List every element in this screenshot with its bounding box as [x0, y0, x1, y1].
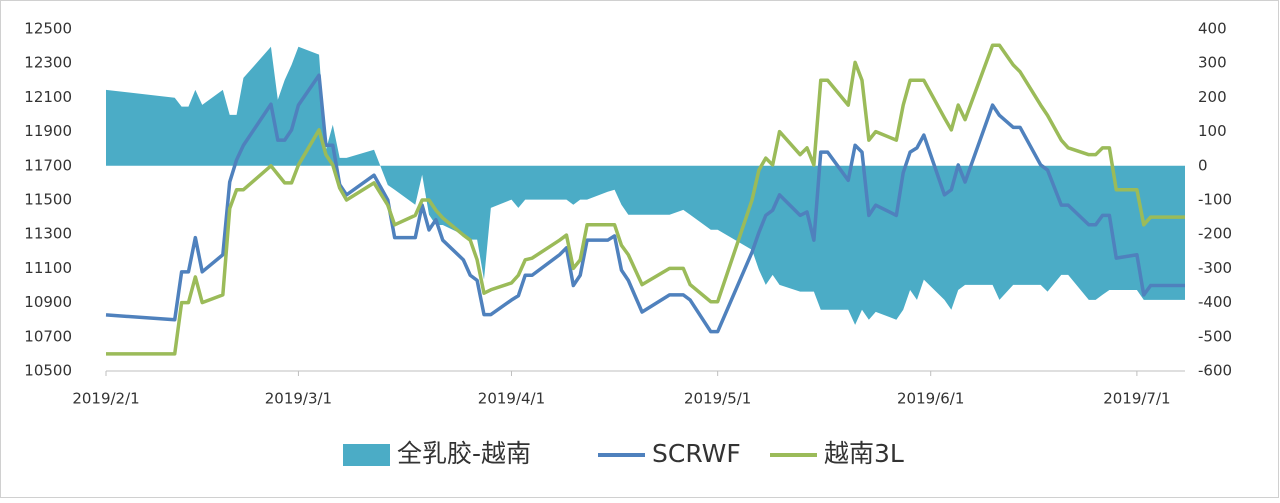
y-tick-label: 12300 [24, 54, 72, 72]
y2-tick-label: 100 [1198, 122, 1227, 140]
legend-label: 越南3L [824, 439, 904, 468]
y2-tick-label: -300 [1198, 259, 1232, 277]
y2-tick-label: 300 [1198, 54, 1227, 72]
y2-tick-label: 0 [1198, 156, 1208, 174]
y2-tick-label: -100 [1198, 191, 1232, 209]
x-tick-label: 2019/6/1 [897, 390, 964, 408]
y2-tick-label: 400 [1198, 20, 1227, 38]
area [106, 46, 1185, 325]
y2-tick-label: -200 [1198, 225, 1232, 243]
y-tick-label: 12500 [24, 20, 72, 38]
y-tick-label: 10900 [24, 293, 72, 311]
x-tick-label: 2019/3/1 [265, 390, 332, 408]
y-tick-label: 11100 [24, 259, 72, 277]
y-tick-label: 10700 [24, 327, 72, 345]
y-tick-label: 11300 [24, 225, 72, 243]
y-tick-label: 11500 [24, 191, 72, 209]
y-tick-label: 11700 [24, 156, 72, 174]
x-tick-label: 2019/5/1 [684, 390, 751, 408]
y-tick-label: 12100 [24, 88, 72, 106]
y2-tick-label: -500 [1198, 327, 1232, 345]
y2-tick-label: 200 [1198, 88, 1227, 106]
x-tick-label: 2019/4/1 [478, 390, 545, 408]
y-tick-label: 10500 [24, 362, 72, 380]
y-tick-label: 11900 [24, 122, 72, 140]
line [106, 43, 1185, 356]
y2-tick-label: -400 [1198, 293, 1232, 311]
legend-label: SCRWF [652, 439, 741, 468]
x-tick-label: 2019/7/1 [1103, 390, 1170, 408]
legend-label: 全乳胶-越南 [397, 439, 531, 468]
x-tick-label: 2019/2/1 [72, 390, 139, 408]
legend-swatch [343, 444, 390, 466]
line [105, 73, 1185, 334]
y2-tick-label: -600 [1198, 362, 1232, 380]
